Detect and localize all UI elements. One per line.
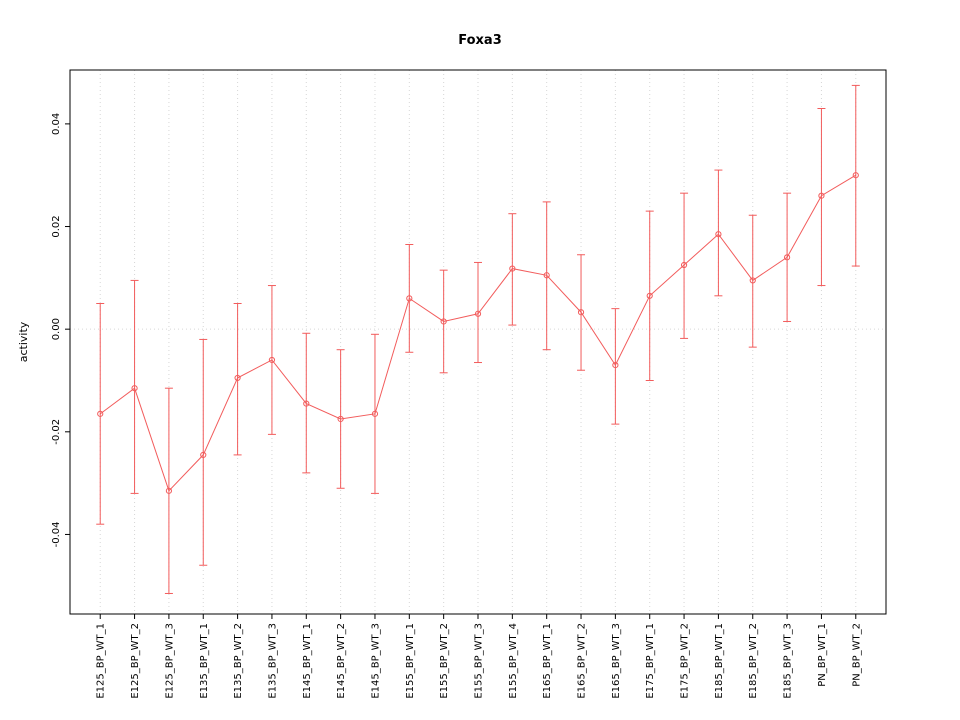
plot-area: -0.04 -0.02 0.00 0.02 0.04 E125_BP_WT_1 E125_B… xyxy=(51,69,887,699)
data-point xyxy=(715,231,722,238)
x-tick-label: E155_BP_WT_1 xyxy=(405,623,416,699)
data-point xyxy=(852,172,859,179)
x-tick-label: E175_BP_WT_2 xyxy=(680,623,691,699)
y-tick-label: 0.02 xyxy=(51,215,62,237)
data-point xyxy=(474,310,482,317)
x-tick-label: E185_BP_WT_3 xyxy=(783,623,794,699)
x-tick-label: E155_BP_WT_4 xyxy=(508,623,519,699)
x-tick-label: E145_BP_WT_2 xyxy=(336,623,347,699)
x-tick-label: E165_BP_WT_2 xyxy=(577,623,588,699)
x-tick-label: E185_BP_WT_1 xyxy=(714,623,725,699)
x-tick-label: E155_BP_WT_2 xyxy=(439,623,450,699)
x-tick-label: E135_BP_WT_1 xyxy=(199,623,210,699)
data-point xyxy=(783,254,791,261)
y-axis-label: activity xyxy=(17,321,30,362)
data-point xyxy=(577,309,585,316)
data-point xyxy=(200,451,207,459)
x-tick-label: E125_BP_WT_1 xyxy=(96,623,107,699)
data-point xyxy=(680,261,688,269)
data-point xyxy=(749,277,756,284)
data-point xyxy=(406,295,413,302)
data-point xyxy=(131,385,138,392)
x-tick-label: E185_BP_WT_2 xyxy=(748,623,759,699)
data-point xyxy=(440,318,447,325)
data-point xyxy=(509,265,516,272)
data-point xyxy=(337,415,344,423)
x-tick-label: E125_BP_WT_3 xyxy=(164,623,175,699)
data-point xyxy=(303,400,310,407)
x-tick-label: E175_BP_WT_1 xyxy=(645,623,656,699)
data-point xyxy=(371,410,379,417)
data-point xyxy=(612,361,619,369)
y-tick-label: 0.00 xyxy=(51,318,62,340)
x-tick-label: E165_BP_WT_3 xyxy=(611,623,622,699)
y-tick-label: -0.02 xyxy=(51,419,62,445)
data-point xyxy=(818,192,825,199)
x-tick-label: E145_BP_WT_1 xyxy=(302,623,313,699)
y-tick-label: 0.04 xyxy=(51,113,62,135)
x-tick-label: E135_BP_WT_2 xyxy=(233,623,244,699)
x-tick-label: PN_BP_WT_2 xyxy=(851,623,862,687)
data-point xyxy=(268,356,276,364)
x-tick-label: E125_BP_WT_2 xyxy=(130,623,141,699)
data-point xyxy=(234,374,241,382)
data-point xyxy=(97,410,104,417)
x-tick-label: E135_BP_WT_3 xyxy=(267,623,278,699)
x-tick-label: E165_BP_WT_1 xyxy=(542,623,553,699)
x-tick-label: E145_BP_WT_3 xyxy=(370,623,381,699)
chart-title: Foxa3 xyxy=(458,33,502,48)
data-point xyxy=(646,292,653,299)
x-tick-label: E155_BP_WT_3 xyxy=(474,623,485,699)
y-tick-label: -0.04 xyxy=(51,522,62,548)
data-point xyxy=(165,487,173,494)
x-tick-label: PN_BP_WT_1 xyxy=(817,623,828,687)
data-point xyxy=(543,272,550,279)
